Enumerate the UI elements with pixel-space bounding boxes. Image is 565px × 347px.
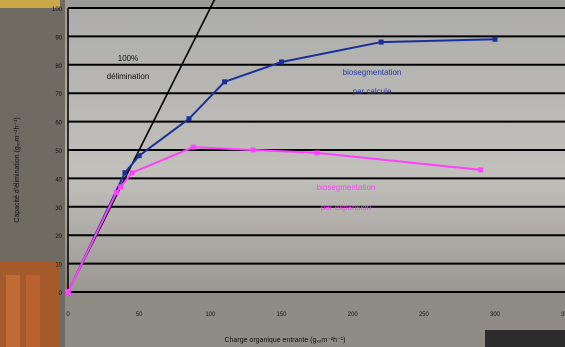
series-2-point	[250, 147, 256, 153]
x-tick-label: 300	[490, 312, 501, 318]
x-tick-label: 200	[348, 312, 359, 318]
pink-series-label-2: par expansion	[321, 203, 371, 212]
y-tick-label: 10	[55, 263, 62, 269]
series-line-1	[67, 38, 496, 293]
series-1-point	[136, 153, 142, 159]
y-tick-label: 100	[52, 7, 63, 13]
blue-series-label-1: biosegmentation	[343, 68, 402, 77]
series-label-pink: biosegmentation par expansion	[317, 183, 376, 212]
series-1-point	[122, 170, 128, 176]
x-axis-title: Charge organique entrante (gₓₒm⁻²h⁻¹)	[225, 337, 346, 344]
y-tick-label: 60	[55, 121, 62, 127]
series-1-point	[378, 39, 384, 45]
series-2-point	[118, 184, 124, 190]
grid-lines	[67, 7, 565, 293]
series-1-point	[279, 59, 284, 65]
x-tick-label: 100	[205, 312, 216, 318]
series-1-point	[492, 36, 498, 42]
series-label-blue: biosegmentation par calcule	[343, 68, 402, 96]
series-2-point	[478, 167, 484, 173]
y-tick-label: 90	[55, 35, 62, 41]
series-2-point	[129, 170, 135, 176]
series-2-point	[314, 150, 320, 156]
y-tick-label: 80	[55, 64, 62, 70]
pink-series-label-1: biosegmentation	[317, 183, 376, 192]
x-tick-label: 50	[136, 312, 143, 318]
x-tick-label: 0	[66, 312, 70, 318]
x-tick-label: 250	[419, 312, 430, 318]
series-2-point	[113, 190, 119, 196]
series-label-ref: 100% délimination	[107, 54, 150, 81]
y-axis-title: Capacité d'élimination (gₓₒm⁻²h⁻¹)	[14, 117, 21, 222]
series-2-point	[190, 144, 196, 150]
x-tick-label: 350	[561, 312, 565, 318]
x-tick-label: 150	[276, 312, 287, 318]
series-1-point	[186, 116, 192, 122]
ref-line-label-1: 100%	[118, 54, 138, 63]
y-tick-label: 30	[55, 206, 62, 212]
y-tick-labels: 0 10 20 30 40 50 60 70 80 90 100	[52, 7, 63, 297]
y-tick-label: 40	[55, 177, 62, 183]
y-tick-label: 0	[59, 291, 63, 297]
series-layer	[65, 0, 498, 295]
origin-point	[65, 289, 71, 295]
x-tick-labels: 0 50 100 150 200 250 300 350	[66, 312, 565, 318]
series-1-point	[222, 79, 228, 85]
y-tick-label: 50	[55, 149, 62, 155]
ref-line-label-2: délimination	[107, 72, 150, 81]
blue-series-label-2: par calcule	[353, 87, 392, 96]
y-tick-label: 20	[55, 234, 62, 240]
y-tick-label: 70	[55, 92, 62, 98]
